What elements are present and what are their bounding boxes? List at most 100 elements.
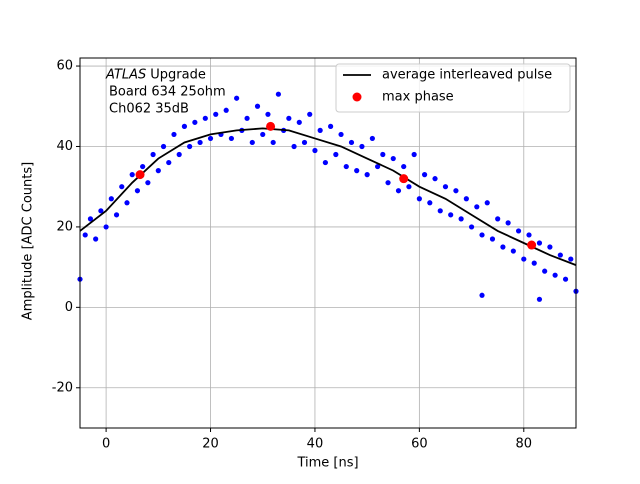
sample-point	[82, 232, 88, 238]
sample-point	[150, 151, 156, 158]
sample-point	[108, 196, 114, 202]
sample-point	[552, 272, 558, 278]
max-phase-point	[527, 240, 537, 250]
sample-point	[113, 212, 120, 218]
sample-point	[421, 172, 428, 178]
sample-point	[474, 204, 480, 210]
sample-point	[197, 139, 203, 146]
y-tick-label: 60	[56, 59, 73, 74]
sample-point	[515, 228, 522, 234]
sample-point	[312, 147, 318, 154]
sample-point	[369, 135, 375, 142]
sample-point	[270, 139, 276, 146]
annotation-emphasis: ATLAS	[105, 68, 146, 83]
sample-point	[395, 188, 402, 194]
sample-point	[129, 172, 135, 178]
sample-point	[479, 232, 485, 238]
legend-label: average interleaved pulse	[382, 68, 552, 83]
sample-point	[484, 200, 490, 206]
x-tick-label: 40	[307, 437, 324, 452]
sample-point	[547, 244, 553, 250]
sample-point	[207, 135, 214, 142]
sample-point	[286, 115, 292, 121]
sample-point	[448, 212, 454, 218]
sample-point	[166, 159, 172, 166]
sample-point	[260, 131, 266, 138]
sample-point	[468, 224, 475, 230]
sample-point	[249, 139, 255, 146]
max-phase-point	[135, 170, 145, 180]
x-tick-label: 80	[516, 437, 533, 452]
sample-point	[119, 184, 125, 190]
sample-point	[228, 135, 235, 142]
sample-point	[93, 236, 99, 242]
sample-point	[160, 143, 167, 150]
sample-point	[536, 296, 543, 302]
sample-point	[380, 151, 386, 158]
sample-point	[427, 200, 433, 206]
sample-point	[291, 143, 297, 150]
sample-point	[542, 268, 548, 274]
sample-point	[296, 119, 302, 125]
y-tick-label: 40	[56, 139, 73, 154]
annotation: Board 634 25ohm	[109, 85, 226, 100]
sample-point	[479, 292, 485, 298]
sample-point	[317, 127, 323, 133]
legend-marker	[352, 92, 362, 102]
sample-point	[437, 208, 443, 214]
sample-point	[103, 224, 109, 230]
sample-point	[521, 256, 527, 262]
sample-point	[254, 103, 261, 109]
sample-point	[531, 260, 537, 266]
legend-box	[335, 63, 571, 113]
sample-point	[171, 131, 177, 138]
max-phase-point	[399, 174, 409, 184]
sample-point	[155, 168, 161, 174]
sample-point	[463, 196, 469, 202]
sample-point	[495, 216, 501, 222]
sample-point	[354, 168, 360, 174]
sample-point	[322, 159, 328, 166]
sample-point	[500, 244, 506, 250]
sample-point	[390, 155, 396, 162]
sample-point	[192, 119, 198, 125]
sample-point	[489, 236, 496, 242]
sample-point	[406, 184, 412, 190]
sample-point	[343, 163, 349, 170]
sample-point	[557, 252, 563, 258]
x-axis-label: Time [ns]	[296, 456, 358, 471]
sample-point	[526, 232, 532, 238]
y-axis-label: Amplitude [ADC Counts]	[21, 162, 36, 320]
annotation: Upgrade	[150, 68, 206, 83]
sample-point	[505, 220, 511, 226]
x-tick-label: 0	[102, 437, 110, 452]
y-tick-label: 0	[65, 300, 73, 315]
sample-point	[307, 111, 313, 117]
sample-point	[458, 216, 464, 222]
sample-point	[187, 143, 193, 150]
sample-point	[87, 216, 94, 222]
sample-point	[432, 176, 438, 182]
sample-point	[453, 188, 459, 194]
sample-point	[333, 151, 339, 158]
sample-point	[244, 115, 250, 121]
sample-point	[124, 200, 130, 206]
y-tick-label: -20	[52, 380, 73, 395]
sample-point	[385, 180, 391, 186]
sample-point	[140, 163, 146, 170]
sample-point	[181, 123, 188, 129]
sample-point	[134, 188, 141, 194]
sample-point	[510, 248, 516, 254]
sample-point	[98, 208, 104, 214]
legend-label: max phase	[382, 90, 454, 105]
sample-point	[213, 111, 219, 117]
sample-point	[411, 151, 417, 158]
sample-point	[375, 163, 381, 170]
y-tick-label: 20	[56, 219, 73, 234]
sample-point	[359, 143, 365, 150]
sample-point	[562, 276, 569, 282]
sample-point	[536, 240, 543, 246]
max-phase-point	[266, 121, 276, 131]
sample-point	[275, 91, 281, 97]
